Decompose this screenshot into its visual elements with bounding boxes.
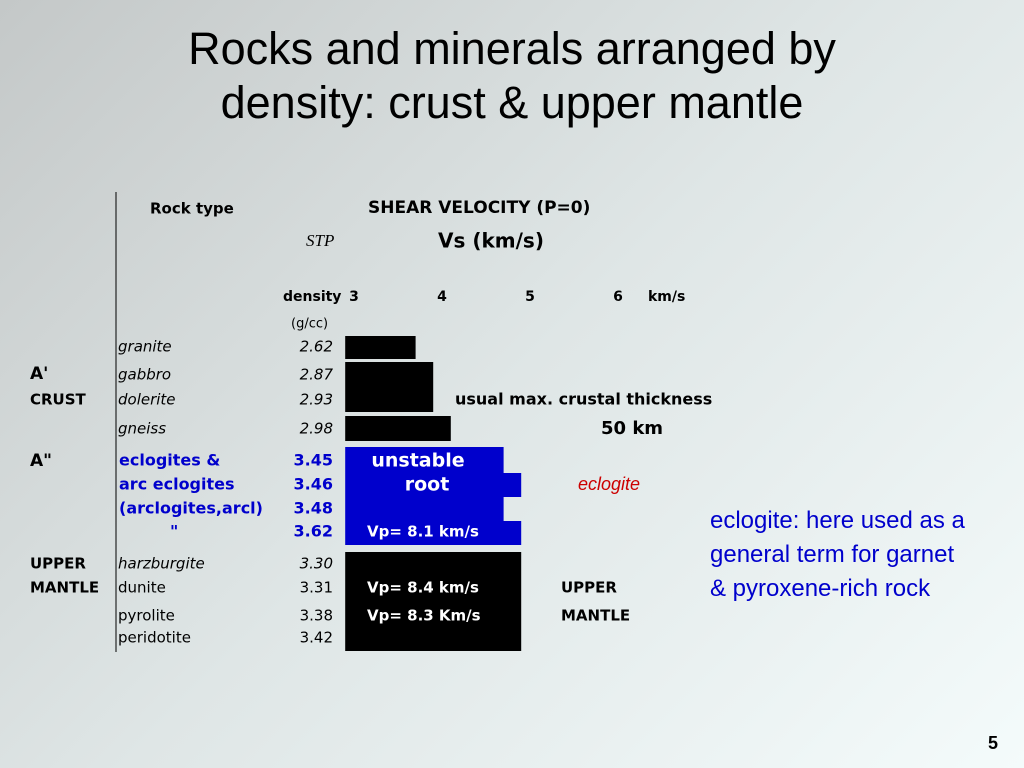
bar — [345, 416, 451, 441]
density: 3.46 — [294, 475, 333, 494]
density: 3.62 — [294, 522, 333, 541]
annotation: 50 km — [601, 418, 663, 439]
density: 3.38 — [300, 607, 333, 625]
bar — [345, 447, 504, 473]
side-label: CRUST — [30, 391, 87, 409]
density-unit: (g/cc) — [291, 317, 328, 332]
unit-label: km/s — [648, 289, 685, 305]
annotation: usual max. crustal thickness — [455, 390, 712, 409]
bar — [345, 576, 522, 601]
rock-name: granite — [118, 338, 172, 356]
bar — [345, 387, 434, 412]
side-label: A" — [30, 451, 52, 471]
density: 2.98 — [300, 420, 333, 438]
header-vs: Vs (km/s) — [438, 229, 544, 253]
side-label: UPPER — [30, 555, 86, 573]
rock-name: gabbro — [118, 366, 171, 384]
header-shear: SHEAR VELOCITY (P=0) — [368, 198, 590, 218]
page-number: 5 — [987, 733, 998, 753]
annotation: UPPER — [561, 579, 617, 597]
x-tick-label: 6 — [613, 289, 623, 305]
density: 2.62 — [300, 338, 333, 356]
side-label: A' — [30, 364, 48, 384]
rock-name: pyrolite — [118, 607, 175, 625]
rock-name: dolerite — [118, 391, 176, 409]
rock-name: harzburgite — [118, 555, 205, 573]
bar-label: unstable — [371, 450, 464, 472]
density: 3.45 — [294, 451, 333, 470]
rock-name: dunite — [118, 579, 166, 597]
bar — [345, 601, 522, 626]
density: 2.87 — [300, 366, 334, 384]
density: 2.93 — [300, 391, 333, 409]
slide-title: Rocks and minerals arranged by density: … — [188, 23, 836, 128]
bar-label: Vp= 8.3 Km/s — [367, 607, 481, 625]
header-stp: STP — [306, 231, 334, 250]
annotation: eclogite — [578, 474, 640, 494]
header-rock-type: Rock type — [150, 200, 234, 218]
bar-label: Vp= 8.1 km/s — [367, 523, 479, 541]
density-label: density — [283, 289, 341, 305]
rock-name: " — [170, 522, 178, 541]
rock-name: (arclogites,arcl) — [119, 499, 263, 518]
side-note: eclogite: here used as a general term fo… — [710, 507, 965, 602]
bar — [345, 521, 522, 545]
rock-name: peridotite — [118, 629, 191, 647]
bar — [345, 497, 504, 521]
bar-label: Vp= 8.4 km/s — [367, 579, 479, 597]
density: 3.30 — [300, 555, 333, 573]
rock-name: arc eclogites — [119, 475, 235, 494]
density: 3.48 — [294, 499, 333, 518]
bar-label: root — [405, 474, 450, 496]
density: 3.42 — [300, 629, 333, 647]
bar — [345, 362, 434, 387]
bar — [345, 552, 522, 576]
side-label: MANTLE — [30, 579, 99, 597]
rock-name: gneiss — [118, 420, 166, 438]
bar — [345, 473, 522, 497]
x-tick-label: 5 — [525, 289, 535, 305]
bar — [345, 336, 416, 359]
density: 3.31 — [300, 579, 333, 597]
rock-name: eclogites & — [119, 451, 220, 470]
annotation: MANTLE — [561, 607, 630, 625]
bar — [345, 626, 522, 651]
x-tick-label: 3 — [349, 289, 359, 305]
x-tick-label: 4 — [437, 289, 447, 305]
